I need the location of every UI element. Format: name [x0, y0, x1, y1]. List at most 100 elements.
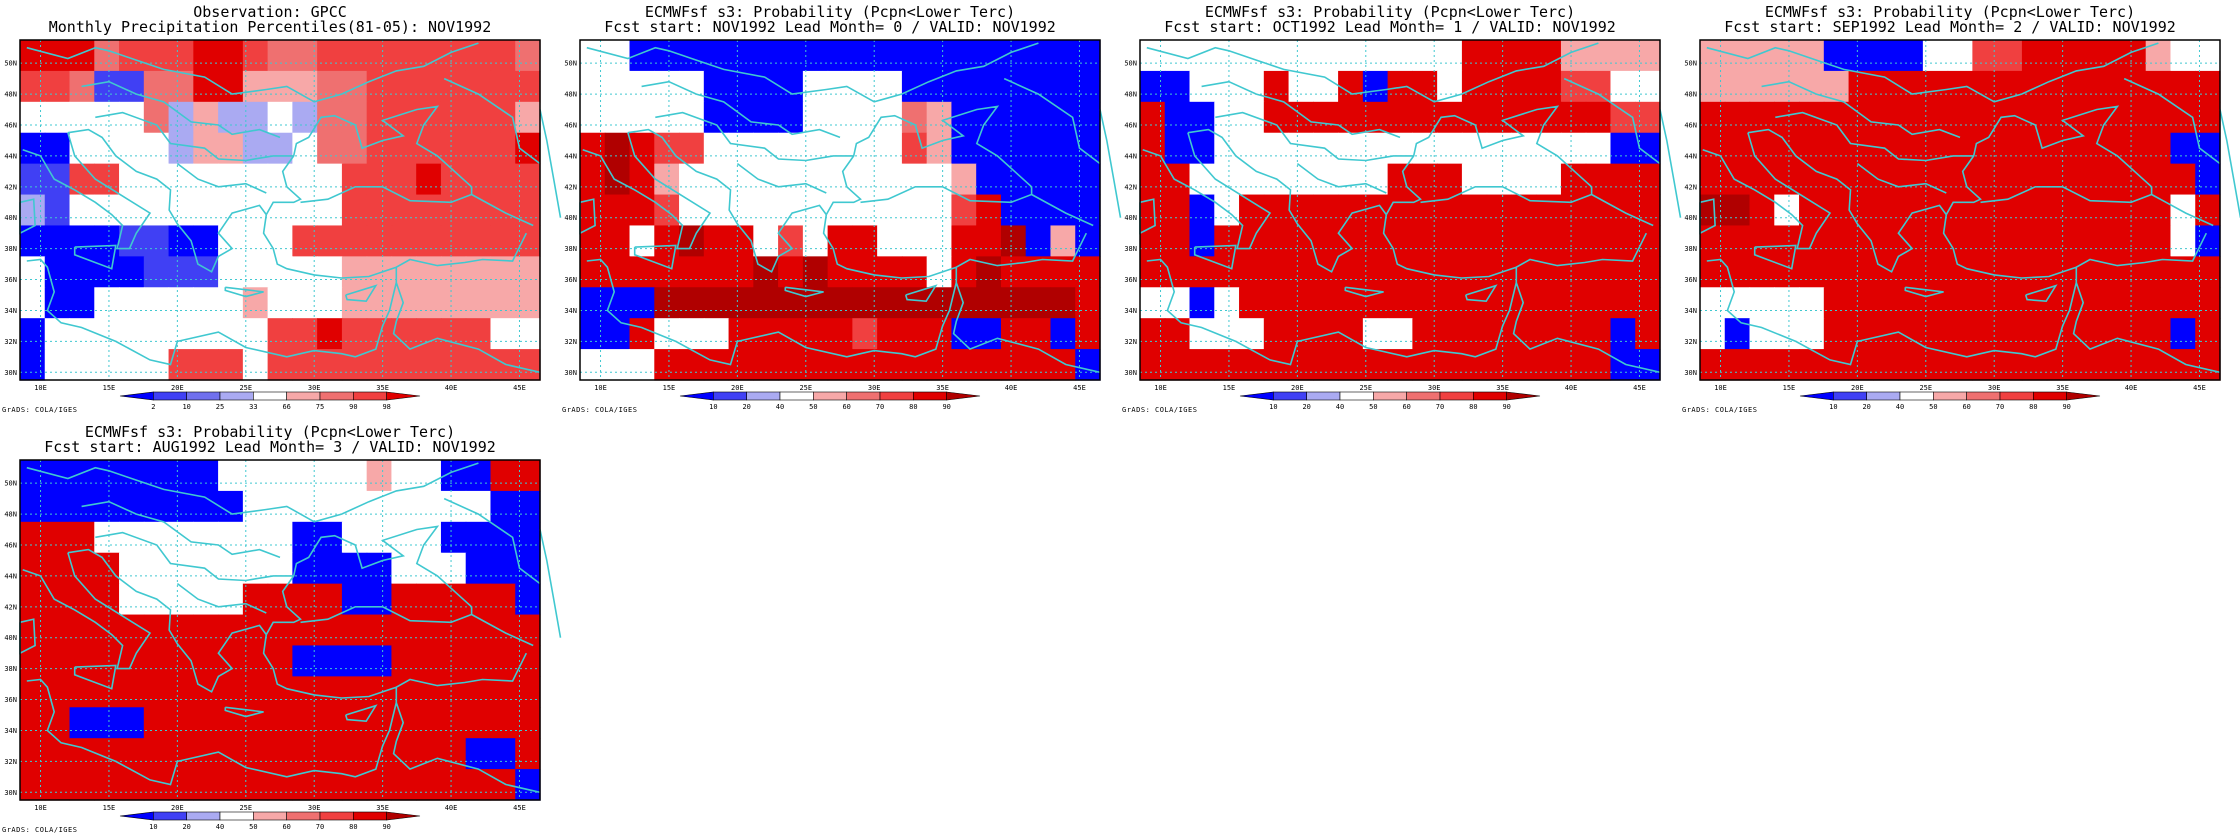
grid-cell: [1997, 256, 2023, 288]
grid-cell: [1922, 287, 1949, 319]
coastline: [1464, 284, 1498, 303]
grid-cell: [1898, 101, 1924, 134]
grid-cell: [168, 194, 194, 227]
colorbar-label: 70: [876, 403, 884, 411]
grid-cell: [440, 707, 467, 739]
grid-cell: [20, 769, 46, 801]
grid-cell: [728, 40, 754, 72]
grid-cell: [877, 287, 903, 319]
grid-cell: [1164, 101, 1191, 134]
grid-cell: [1387, 194, 1413, 227]
grid-cell: [490, 318, 516, 350]
grid-cell: [728, 70, 754, 103]
grid-cell: [753, 287, 779, 319]
grid-cell: [168, 70, 194, 103]
lon-tick-label: 20E: [171, 804, 184, 812]
grid-cell: [1437, 349, 1463, 381]
grid-cell: [1288, 194, 1314, 227]
grid-cell: [341, 460, 368, 492]
grid-cell: [416, 132, 442, 165]
grid-cell: [1536, 163, 1562, 196]
colorbar-swatch: [386, 811, 421, 821]
grid-cell: [143, 132, 170, 165]
grid-cell: [901, 256, 928, 288]
grid-cell: [951, 225, 977, 257]
grid-cell: [366, 490, 393, 523]
grid-cell: [20, 40, 46, 72]
grid-cell: [753, 40, 779, 72]
grid-cell: [440, 552, 467, 585]
grid-cell: [2145, 132, 2172, 165]
grid-cell: [119, 676, 145, 708]
grid-cell: [1511, 287, 1537, 319]
grid-cell: [1164, 132, 1191, 165]
coastline: [582, 132, 712, 250]
grid-cell: [1774, 349, 1800, 381]
lat-tick-label: 42N: [1124, 183, 1137, 191]
grads-credit: GrADS: COLA/IGES: [1122, 406, 1198, 414]
grid-cell: [604, 225, 631, 257]
grid-cell: [465, 460, 492, 492]
map-panel-5: ECMWFsf s3: Probability (Pcpn<Lower Terc…: [0, 420, 562, 840]
grid-cell: [2021, 318, 2048, 350]
colorbar-swatch: [253, 811, 287, 821]
coastline: [2151, 193, 2214, 227]
grid-cell: [1610, 225, 1636, 257]
grid-cell: [1362, 163, 1389, 196]
lon-tick-label: 15E: [103, 384, 116, 392]
colorbar-swatch: [1239, 391, 1274, 401]
grid-cell: [1214, 349, 1240, 381]
lon-tick-label: 20E: [731, 384, 744, 392]
grid-cell: [2170, 194, 2196, 227]
colorbar-label: 50: [1369, 403, 1377, 411]
grid-cell: [1313, 287, 1339, 319]
coastline: [1003, 77, 1101, 165]
grid-cell: [1412, 225, 1438, 257]
coastline: [1753, 244, 1797, 270]
colorbar-label: 60: [1962, 403, 1970, 411]
grid-cell: [94, 163, 120, 196]
grid-cell: [1536, 225, 1562, 257]
grid-cell: [44, 132, 71, 165]
grid-cell: [1140, 349, 1166, 381]
grid-cell: [2046, 349, 2073, 381]
grid-cell: [119, 132, 145, 165]
grid-cell: [1140, 225, 1166, 257]
coastline: [633, 244, 677, 270]
lat-tick-label: 48N: [4, 91, 17, 99]
grid-cell: [1486, 132, 1513, 165]
grid-cell: [465, 521, 492, 554]
coastline: [176, 582, 267, 614]
grid-cell: [292, 738, 318, 770]
colorbar-label: 80: [349, 823, 357, 831]
grid-cell: [1025, 132, 1052, 165]
grid-cell: [1947, 194, 1973, 227]
grid-cell: [951, 194, 977, 227]
grid-cell: [852, 225, 878, 257]
lat-tick-label: 44N: [1684, 152, 1697, 160]
grid-cell: [465, 101, 492, 134]
grid-cell: [1214, 40, 1240, 72]
grid-cell: [1075, 163, 1101, 196]
grid-cell: [465, 132, 492, 165]
grid-cell: [1848, 194, 1874, 227]
grid-cell: [1922, 256, 1949, 288]
grid-cell: [1338, 163, 1364, 196]
grid-cell: [1000, 349, 1027, 381]
lat-tick-label: 50N: [4, 480, 17, 488]
grid-cell: [69, 645, 95, 677]
grid-cell: [1000, 101, 1027, 134]
grid-cell: [267, 318, 293, 350]
grid-cell: [341, 583, 368, 616]
grid-cell: [440, 287, 467, 319]
grid-cell: [168, 521, 194, 554]
grid-cell: [1486, 40, 1513, 72]
grid-cell: [391, 583, 417, 616]
grid-cell: [69, 101, 95, 134]
grid-cell: [1700, 40, 1726, 72]
grid-cell: [168, 318, 194, 350]
coastline: [395, 232, 528, 268]
grid-cell: [143, 256, 170, 288]
grid-cell: [168, 101, 194, 134]
grid-cell: [877, 225, 903, 257]
